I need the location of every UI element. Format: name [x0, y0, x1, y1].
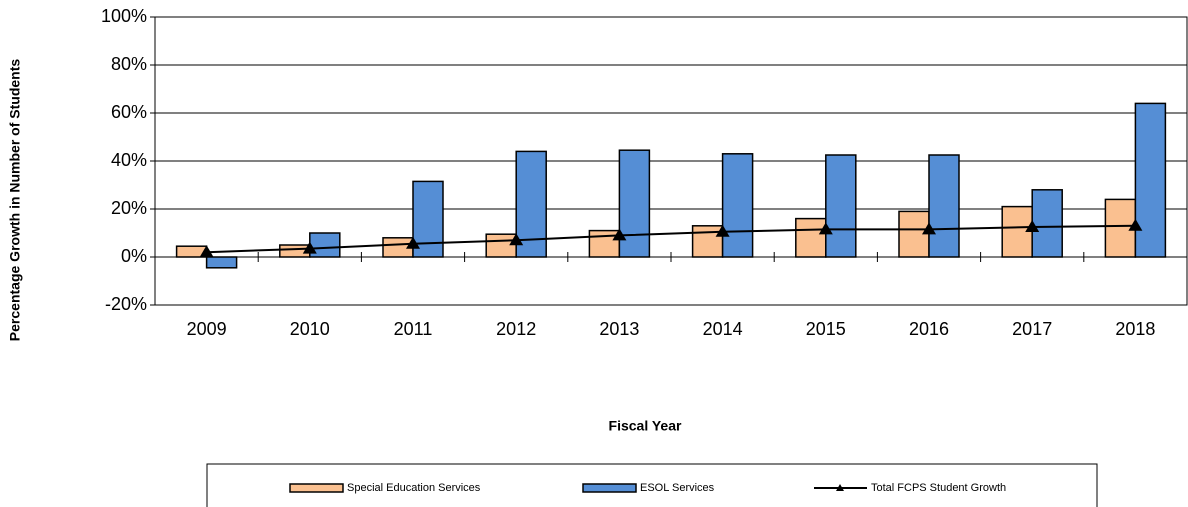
legend-label: ESOL Services	[640, 482, 715, 494]
line-marker	[406, 236, 420, 249]
bar	[205, 256, 238, 269]
x-tick-label: 2018	[1115, 319, 1155, 339]
y-tick-label: 100%	[101, 6, 147, 26]
bar	[795, 217, 827, 258]
y-tick-label: 40%	[111, 150, 147, 170]
bar	[1031, 189, 1063, 258]
bar	[1001, 205, 1033, 258]
bar	[825, 154, 857, 258]
legend-label: Special Education Services	[347, 482, 481, 494]
legend-box	[206, 463, 1098, 507]
x-axis-title: Fiscal Year	[609, 418, 682, 434]
line-marker	[922, 222, 936, 235]
x-tick-label: 2013	[599, 319, 639, 339]
x-tick-label: 2010	[290, 319, 330, 339]
line-marker	[509, 233, 524, 246]
bar	[1134, 102, 1167, 258]
x-tick-label: 2017	[1012, 319, 1052, 339]
legend-swatch	[582, 483, 637, 493]
line-series	[206, 224, 1136, 254]
y-tick-label: 60%	[111, 102, 147, 122]
y-tick-label: 80%	[111, 54, 147, 74]
x-tick-label: 2009	[187, 319, 227, 339]
line-marker	[302, 241, 317, 254]
line-marker	[1025, 220, 1040, 232]
y-tick-label: 20%	[111, 198, 147, 218]
bar	[691, 225, 724, 258]
x-tick-label: 2015	[806, 319, 846, 339]
legend-label: Total FCPS Student Growth	[871, 482, 1006, 494]
bar	[721, 153, 754, 258]
bar	[928, 154, 960, 258]
line-marker	[199, 245, 214, 258]
line-marker	[818, 222, 833, 235]
y-tick-label: -20%	[105, 294, 147, 314]
line-marker	[612, 228, 627, 241]
y-axis-title: Percentage Growth in Number of Students	[7, 59, 23, 342]
line-marker	[1128, 218, 1143, 231]
bar	[485, 233, 517, 258]
line-marker	[715, 224, 730, 237]
plot-border	[154, 16, 1188, 306]
x-tick-label: 2016	[909, 319, 949, 339]
bar	[618, 149, 651, 258]
y-tick-label: 0%	[121, 246, 147, 266]
x-tick-label: 2012	[496, 319, 536, 339]
legend-marker	[836, 484, 844, 491]
bar	[588, 229, 621, 258]
x-tick-label: 2011	[394, 319, 433, 339]
x-tick-label: 2014	[703, 319, 743, 339]
legend-swatch	[289, 483, 344, 493]
